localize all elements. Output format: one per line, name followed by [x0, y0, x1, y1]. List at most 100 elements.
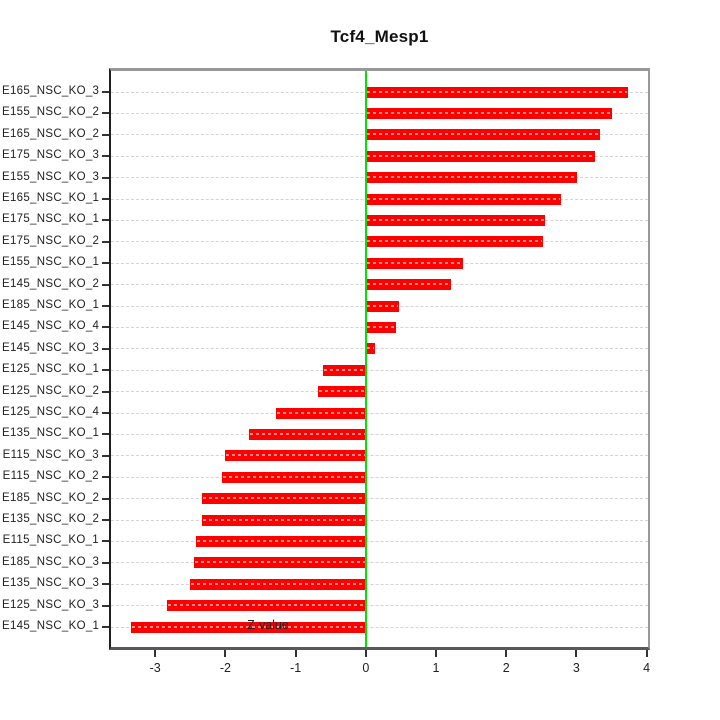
bar-grid-overlay	[366, 154, 594, 157]
bar-grid-overlay	[366, 197, 560, 200]
y-tick-label: E145_NSC_KO_1	[2, 620, 100, 632]
bar	[202, 493, 366, 505]
bar	[323, 364, 366, 376]
x-axis-tick	[435, 650, 437, 657]
bar-grid-overlay	[366, 304, 398, 307]
y-tick-label: E165_NSC_KO_2	[2, 127, 100, 140]
bar	[249, 428, 366, 440]
y-axis-tick	[102, 390, 109, 393]
bar	[365, 214, 546, 226]
y-axis-tick	[102, 155, 109, 158]
grid-line	[111, 412, 648, 414]
x-axis-tick	[294, 650, 297, 657]
bar-grid-overlay	[366, 176, 577, 179]
bar	[365, 236, 544, 248]
y-tick-label: E165_NSC_KO_3	[2, 85, 100, 97]
y-tick-label: E135_NSC_KO_2	[2, 513, 100, 525]
y-axis-tick	[102, 540, 109, 543]
y-tick-label: E155_NSC_KO_3	[2, 170, 100, 183]
y-tick-label: E125_NSC_KO_4	[2, 406, 100, 418]
y-axis-tick	[102, 519, 109, 521]
x-tick-label: -2	[219, 661, 231, 675]
y-axis-tick	[102, 326, 109, 329]
bar	[130, 621, 366, 633]
grid-line	[111, 498, 648, 500]
y-tick-label: E145_NSC_KO_4	[2, 320, 100, 333]
bar-grid-overlay	[366, 240, 543, 243]
bar-grid-overlay	[226, 454, 365, 457]
x-tick-label: -1	[290, 661, 302, 675]
y-axis-tick	[102, 497, 109, 500]
grid-line	[111, 391, 648, 393]
y-tick-label: E165_NSC_KO_1	[2, 192, 100, 204]
y-axis-tick	[102, 347, 109, 350]
y-tick-label: E115_NSC_KO_2	[2, 470, 99, 483]
y-tick-label: E175_NSC_KO_1	[2, 213, 100, 226]
y-tick-label: E115_NSC_KO_1	[2, 534, 99, 547]
bar	[221, 471, 366, 483]
y-tick-label: E175_NSC_KO_3	[2, 149, 100, 162]
bar-grid-overlay	[202, 518, 365, 521]
bar	[167, 600, 366, 612]
grid-line	[111, 476, 648, 478]
bar-grid-overlay	[324, 368, 365, 371]
bar	[195, 535, 366, 547]
bar	[201, 514, 366, 526]
bar	[365, 172, 578, 184]
y-axis-tick	[102, 219, 109, 222]
y-tick-label: E175_NSC_KO_2	[2, 234, 100, 247]
x-axis-tick	[505, 650, 508, 657]
y-axis-tick	[102, 176, 109, 179]
x-tick-label: 1	[432, 661, 440, 675]
y-axis-tick	[102, 262, 109, 265]
y-axis-tick	[102, 561, 109, 564]
y-tick-label: E145_NSC_KO_2	[2, 277, 100, 290]
bar	[276, 407, 366, 419]
grid-line	[111, 433, 648, 435]
grid-line	[111, 348, 648, 350]
x-tick-label: 3	[572, 661, 580, 675]
y-axis-tick	[102, 412, 109, 414]
y-tick-label: E125_NSC_KO_1	[2, 363, 100, 376]
grid-line	[111, 519, 648, 521]
bar	[225, 450, 366, 462]
bar-grid-overlay	[277, 411, 365, 414]
bar-grid-overlay	[366, 325, 395, 328]
bar	[365, 300, 399, 312]
bar	[365, 321, 396, 333]
x-tick-label: -3	[149, 661, 161, 675]
bar-grid-overlay	[250, 432, 365, 435]
y-tick-label: E125_NSC_KO_2	[2, 384, 100, 397]
chart-title: Tcf4_Mesp1	[330, 27, 429, 46]
y-axis-tick	[102, 583, 109, 586]
bar	[365, 343, 375, 355]
x-tick-label: 0	[362, 661, 370, 675]
grid-line	[111, 455, 648, 457]
bar-grid-overlay	[131, 625, 365, 628]
bar	[365, 107, 613, 119]
grid-line	[111, 369, 648, 371]
y-axis-tick	[102, 305, 109, 307]
y-axis-tick	[102, 369, 109, 372]
y-axis-tick	[102, 283, 109, 286]
bar-grid-overlay	[194, 561, 365, 564]
bar-grid-overlay	[203, 497, 365, 500]
y-tick-label: E115_NSC_KO_3	[2, 448, 99, 461]
bar	[365, 257, 464, 269]
zero-reference-line	[364, 71, 367, 647]
y-axis-tick	[102, 476, 109, 479]
bar	[365, 279, 451, 291]
y-tick-label: E185_NSC_KO_2	[2, 491, 100, 504]
bar-grid-overlay	[196, 539, 365, 542]
x-axis-tick	[575, 650, 578, 657]
bar-grid-overlay	[168, 604, 365, 607]
y-tick-label: E185_NSC_KO_3	[2, 555, 100, 568]
grid-line	[111, 583, 648, 585]
bar	[318, 386, 366, 398]
bar-grid-overlay	[366, 283, 450, 286]
bar	[190, 578, 366, 590]
bar	[365, 129, 601, 141]
bar	[365, 193, 561, 205]
grid-line	[111, 562, 648, 564]
